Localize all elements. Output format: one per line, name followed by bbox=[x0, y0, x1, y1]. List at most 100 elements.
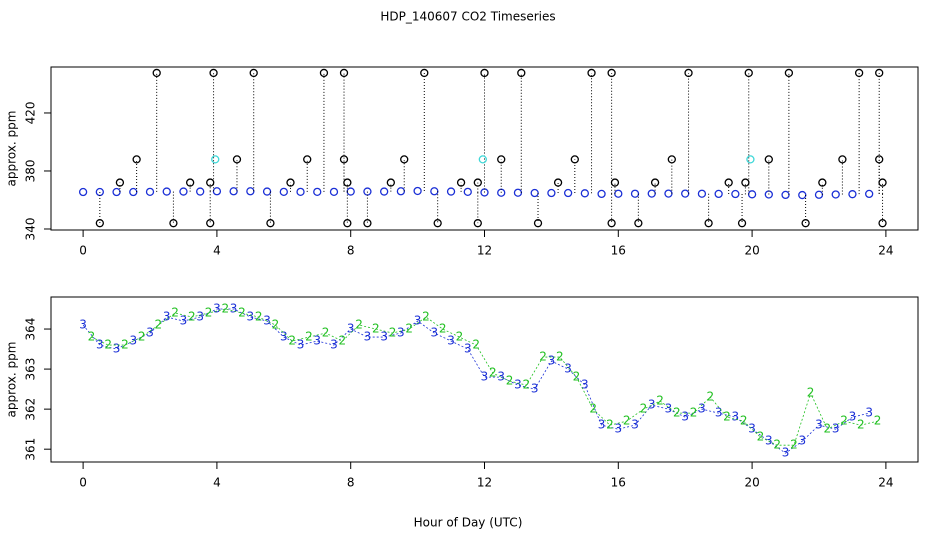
point-symbol: 2 bbox=[723, 410, 731, 424]
point-symbol: 2 bbox=[606, 418, 614, 432]
point-symbol: 3 bbox=[581, 378, 589, 392]
point-symbol: 2 bbox=[740, 414, 748, 428]
point bbox=[878, 178, 887, 187]
point bbox=[196, 187, 205, 196]
point-symbol: 2 bbox=[205, 306, 213, 320]
point-symbol: 2 bbox=[272, 318, 280, 332]
point-symbol: 3 bbox=[665, 402, 673, 416]
point bbox=[339, 68, 349, 78]
point-symbol: 3 bbox=[748, 422, 756, 436]
point bbox=[303, 155, 312, 164]
point-symbol: 3 bbox=[163, 310, 171, 324]
point bbox=[413, 186, 422, 196]
point bbox=[838, 155, 847, 164]
point bbox=[211, 155, 220, 164]
point bbox=[380, 187, 389, 196]
point-symbol: 3 bbox=[497, 370, 505, 384]
point bbox=[741, 178, 750, 187]
point bbox=[266, 219, 275, 228]
point-symbol: 3 bbox=[732, 410, 740, 424]
point-symbol: 3 bbox=[548, 354, 556, 368]
point bbox=[115, 178, 125, 187]
point bbox=[473, 178, 482, 187]
point-symbol: 2 bbox=[104, 338, 112, 352]
point-symbol: 3 bbox=[397, 326, 405, 340]
point bbox=[818, 178, 827, 187]
point bbox=[597, 189, 606, 199]
point-symbol: 3 bbox=[481, 370, 489, 384]
point-symbol: 2 bbox=[372, 322, 380, 336]
point bbox=[446, 187, 456, 196]
point bbox=[313, 187, 322, 197]
point-symbol: 2 bbox=[355, 318, 363, 332]
point bbox=[329, 187, 339, 197]
point bbox=[339, 155, 349, 164]
y-tick-label: 340 bbox=[24, 218, 38, 241]
point-symbol: 3 bbox=[715, 406, 723, 420]
point-symbol: 2 bbox=[221, 302, 229, 316]
point bbox=[145, 187, 155, 197]
point-symbol: 3 bbox=[447, 334, 455, 348]
point bbox=[831, 190, 840, 199]
point bbox=[744, 68, 753, 78]
point-symbol: 2 bbox=[773, 438, 781, 452]
point-symbol: 2 bbox=[255, 310, 263, 324]
point bbox=[169, 219, 178, 228]
point bbox=[343, 178, 352, 187]
point bbox=[463, 187, 472, 197]
point bbox=[650, 178, 660, 187]
point-symbol: 2 bbox=[439, 322, 447, 336]
y-axis-label: approx. ppm bbox=[5, 342, 19, 418]
point bbox=[279, 187, 288, 197]
point-symbol: 3 bbox=[247, 310, 255, 324]
point-symbol: 3 bbox=[230, 302, 238, 316]
point bbox=[746, 155, 755, 164]
point-symbol: 3 bbox=[213, 302, 221, 316]
point-symbol: 3 bbox=[113, 342, 121, 356]
point bbox=[249, 68, 258, 78]
point-symbol: 3 bbox=[280, 330, 288, 344]
point-symbol: 3 bbox=[347, 322, 355, 336]
point bbox=[875, 68, 884, 78]
x-tick-label: 20 bbox=[744, 476, 759, 490]
point-symbol: 2 bbox=[857, 418, 865, 432]
point bbox=[667, 155, 676, 164]
point-symbol: 2 bbox=[305, 330, 313, 344]
chart-title: HDP_140607 CO2 Timeseries bbox=[380, 10, 555, 24]
x-tick-label: 8 bbox=[347, 244, 355, 258]
point bbox=[764, 155, 773, 164]
point-symbol: 3 bbox=[564, 362, 572, 376]
point-symbol: 2 bbox=[422, 310, 430, 324]
point-symbol: 3 bbox=[297, 338, 305, 352]
point-symbol: 3 bbox=[313, 334, 321, 348]
point-symbol: 3 bbox=[782, 446, 790, 460]
point-symbol: 3 bbox=[196, 310, 204, 324]
point bbox=[697, 189, 707, 198]
point bbox=[152, 68, 161, 78]
point-symbol: 2 bbox=[339, 334, 347, 348]
series-line bbox=[82, 308, 870, 454]
point-symbol: 2 bbox=[790, 438, 798, 452]
point bbox=[587, 68, 596, 78]
point bbox=[737, 219, 747, 228]
point-symbol: 2 bbox=[556, 350, 564, 364]
y-tick-label: 363 bbox=[24, 358, 38, 381]
series-line bbox=[91, 308, 878, 446]
point-symbol: 3 bbox=[79, 318, 87, 332]
point bbox=[179, 187, 188, 196]
point bbox=[731, 189, 740, 199]
point bbox=[610, 178, 620, 187]
point-symbol: 3 bbox=[765, 434, 773, 448]
point-symbol: 2 bbox=[539, 350, 547, 364]
point bbox=[878, 219, 887, 228]
point bbox=[865, 189, 874, 199]
point-symbol: 3 bbox=[832, 422, 840, 436]
x-tick-label: 24 bbox=[878, 244, 893, 258]
point bbox=[363, 219, 372, 228]
point bbox=[206, 178, 215, 187]
point bbox=[724, 178, 733, 187]
point-symbol: 3 bbox=[431, 326, 439, 340]
point-symbol: 2 bbox=[238, 306, 246, 320]
point bbox=[784, 68, 794, 78]
x-tick-label: 20 bbox=[744, 244, 759, 258]
